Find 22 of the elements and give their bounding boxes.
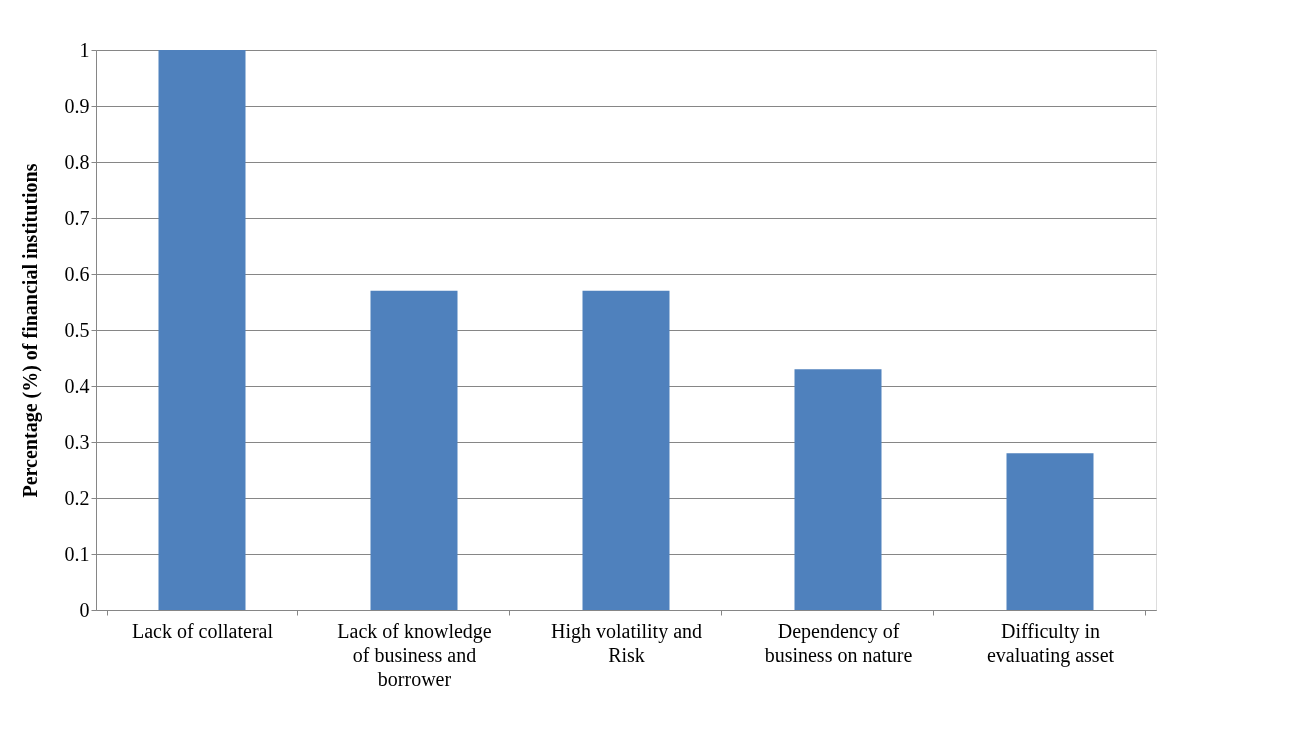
- x-tick-label: Lack of knowledge of business and borrower: [337, 619, 492, 690]
- y-tick-label: 0.3: [64, 430, 90, 453]
- x-tick-label: Difficulty in evaluating asset: [986, 619, 1115, 667]
- bar: [794, 369, 882, 610]
- y-tick-label: 0.9: [64, 94, 90, 117]
- y-tick-label: 0: [79, 598, 90, 621]
- x-tick-label: Lack of collateral: [131, 619, 274, 642]
- y-tick-label: 1: [79, 38, 90, 61]
- bar: [1006, 453, 1094, 610]
- y-axis-title: Percentage (%) of financial institutions: [18, 163, 42, 498]
- y-tick-label: 0.4: [64, 374, 90, 397]
- y-tick-label: 0.1: [64, 542, 90, 565]
- y-tick-label: 0.5: [64, 318, 90, 341]
- y-tick-label: 0.7: [64, 206, 90, 229]
- x-tick-label: High volatility and Risk: [550, 619, 703, 666]
- bar: [370, 290, 458, 610]
- x-tick-label: Dependency of business on nature: [764, 619, 913, 666]
- y-tick-label: 0.2: [64, 486, 90, 509]
- y-tick-label: 0.8: [64, 150, 90, 173]
- bar: [582, 290, 670, 610]
- bar: [158, 50, 246, 610]
- y-tick-label: 0.6: [64, 262, 90, 285]
